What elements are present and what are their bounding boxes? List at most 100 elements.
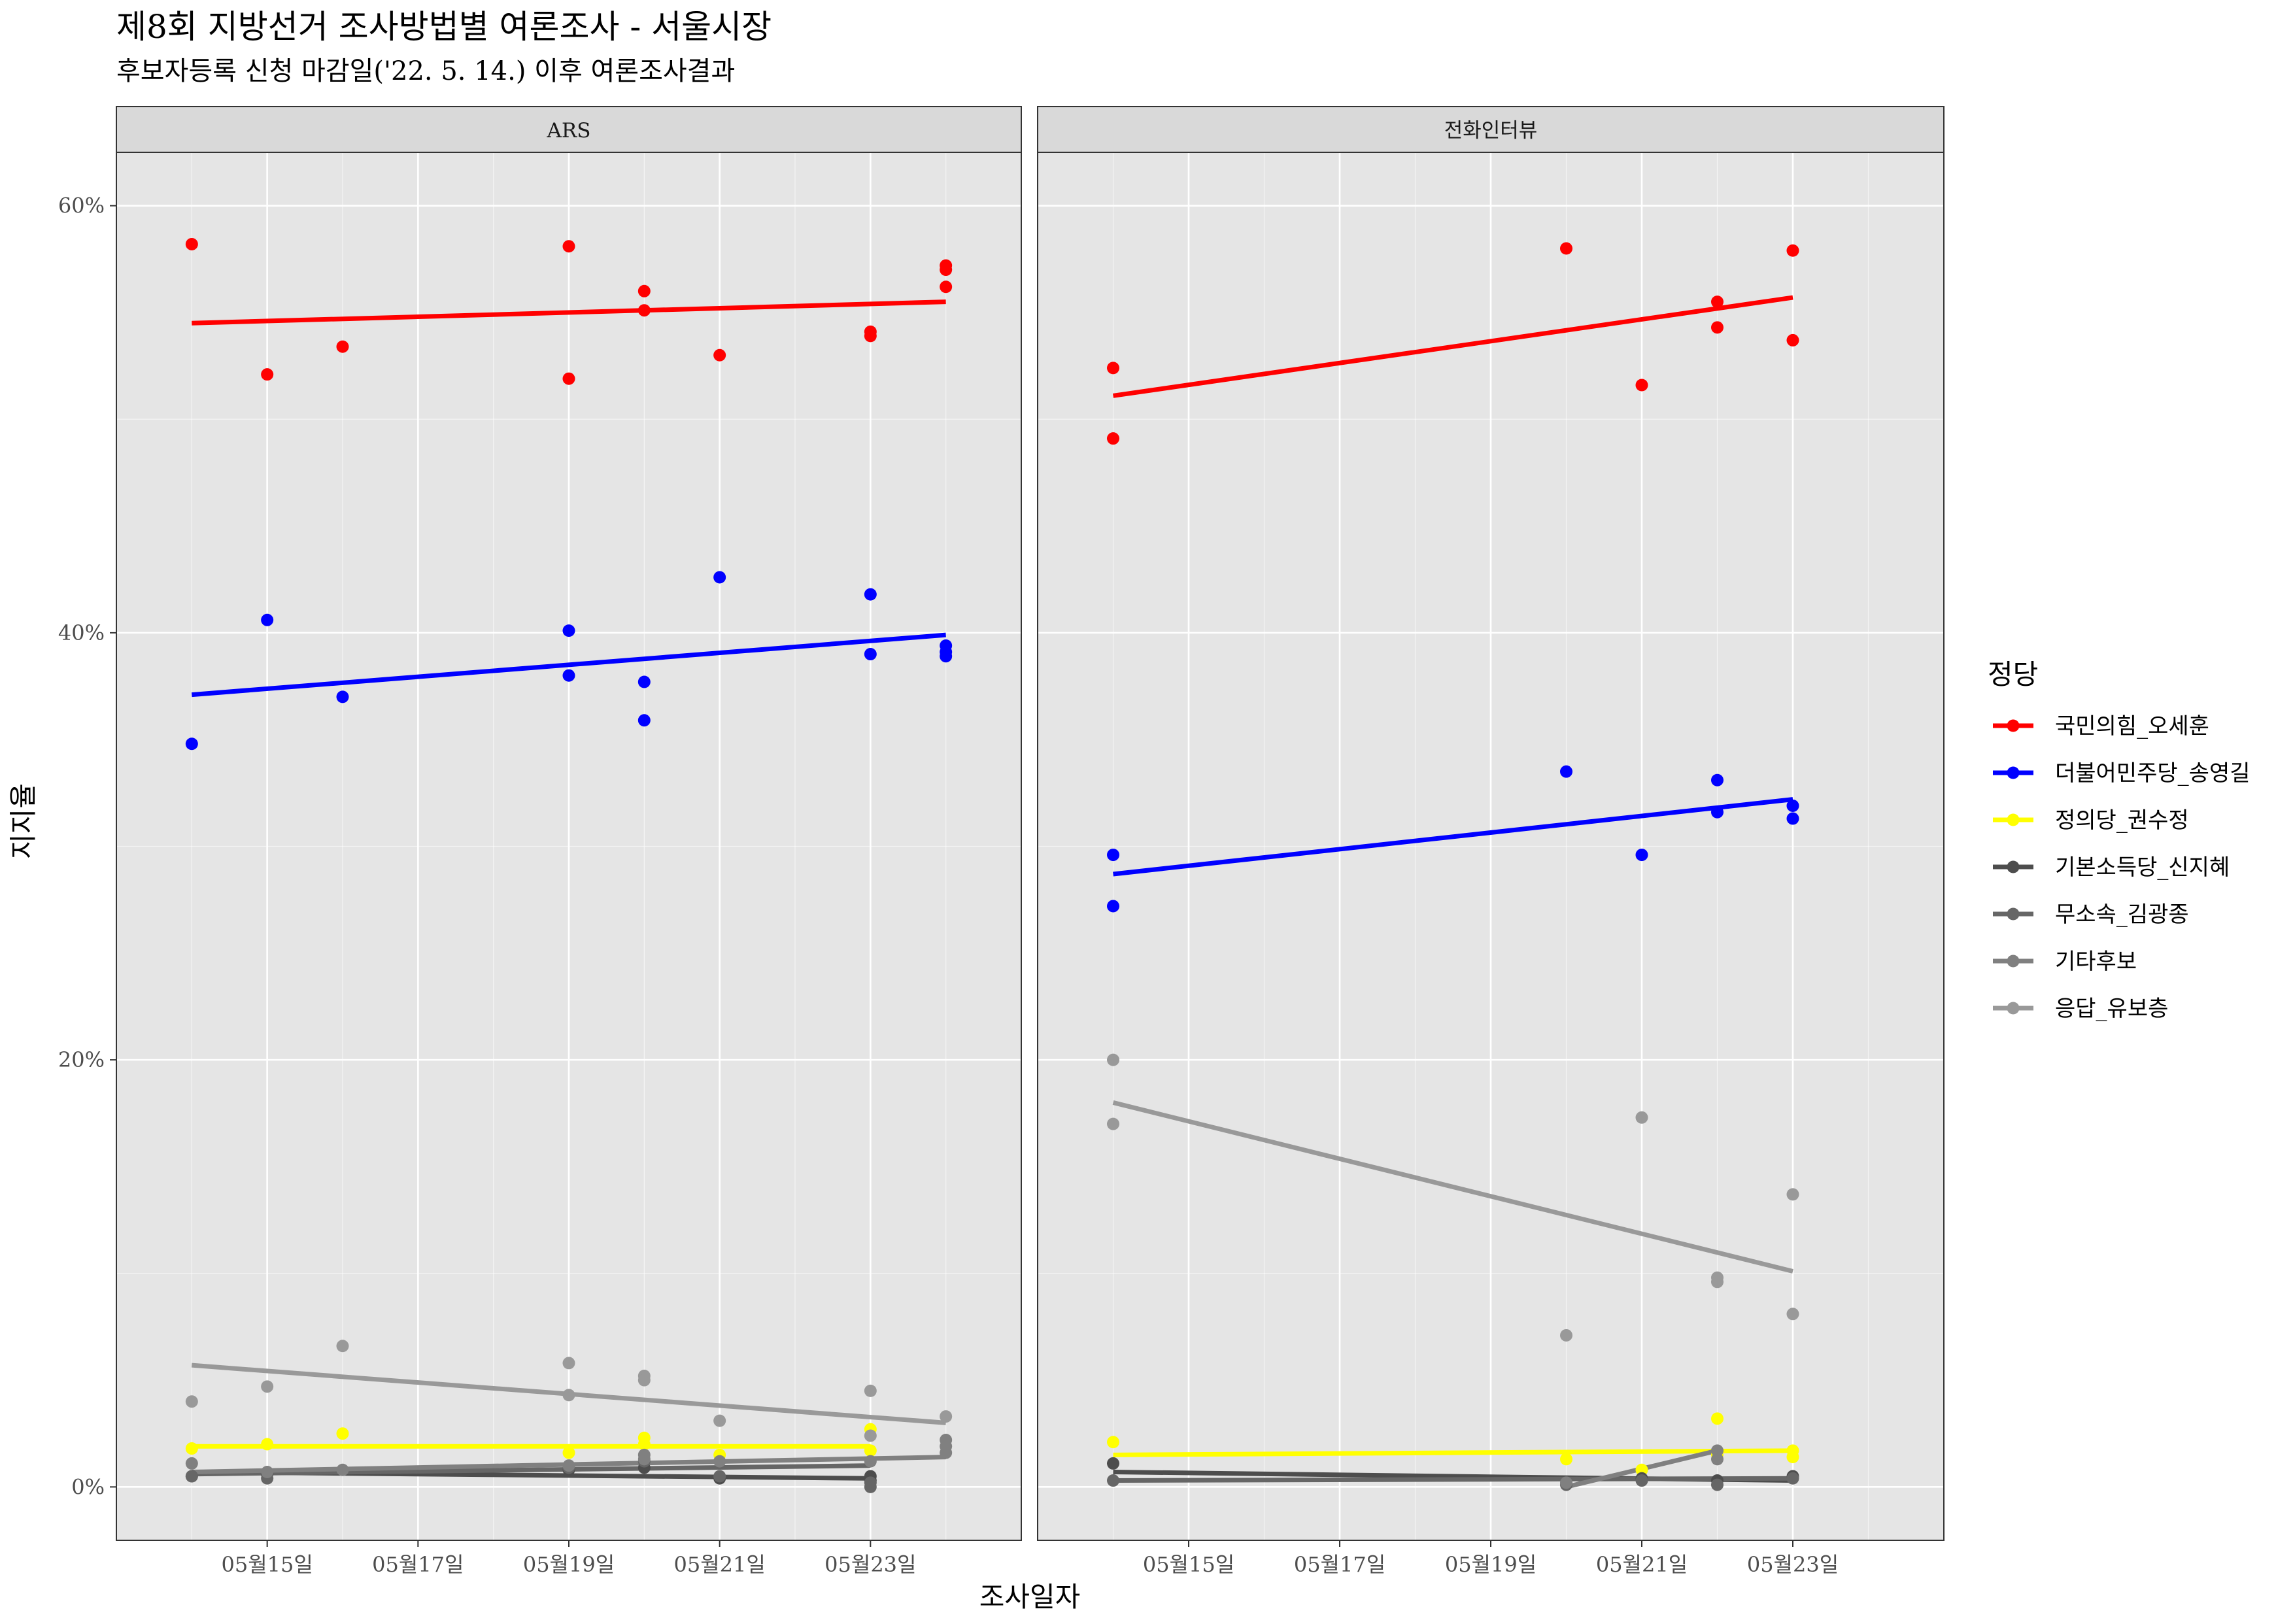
data-point bbox=[864, 1384, 877, 1397]
facet-strip-label: ARS bbox=[547, 119, 591, 143]
data-point bbox=[562, 1357, 575, 1370]
data-point bbox=[1786, 1188, 1799, 1201]
legend-label: 더불어민주당_송영길 bbox=[2055, 760, 2251, 787]
y-tick-label: 60% bbox=[58, 194, 105, 218]
data-point bbox=[1107, 1053, 1119, 1066]
data-point bbox=[1786, 1308, 1799, 1321]
data-point bbox=[185, 737, 198, 751]
data-point bbox=[185, 1442, 198, 1455]
data-point bbox=[261, 368, 274, 381]
x-tick-label: 05월17일 bbox=[372, 1552, 464, 1577]
trend-line bbox=[192, 1463, 871, 1477]
x-axis-title: 조사일자 bbox=[979, 1581, 1081, 1613]
data-point bbox=[1635, 379, 1648, 392]
data-point bbox=[713, 571, 726, 584]
data-point bbox=[1786, 244, 1799, 257]
legend-key-point bbox=[2007, 813, 2020, 826]
data-point bbox=[1560, 242, 1572, 255]
data-point bbox=[940, 650, 953, 663]
legend-label: 무소속_김광종 bbox=[2055, 902, 2189, 928]
data-point bbox=[637, 675, 651, 688]
data-point bbox=[185, 1457, 198, 1470]
data-point bbox=[713, 1470, 726, 1483]
legend-label: 응답_유보층 bbox=[2055, 996, 2168, 1022]
y-tick-label: 40% bbox=[58, 620, 105, 645]
data-point bbox=[637, 1374, 651, 1387]
x-tick-label: 05월19일 bbox=[1445, 1552, 1537, 1577]
data-point bbox=[1711, 1478, 1724, 1491]
data-point bbox=[1107, 1436, 1119, 1449]
data-point bbox=[864, 1480, 877, 1493]
legend-key-point bbox=[2007, 860, 2020, 873]
data-point bbox=[1786, 1451, 1799, 1464]
x-tick-label: 05월23일 bbox=[1747, 1552, 1839, 1577]
data-point bbox=[637, 714, 651, 727]
trend-line bbox=[192, 299, 946, 326]
x-tick-label: 05월15일 bbox=[222, 1552, 313, 1577]
data-point bbox=[336, 1427, 349, 1440]
data-point bbox=[864, 648, 877, 661]
x-tick-label: 05월21일 bbox=[674, 1552, 766, 1577]
y-tick-label: 0% bbox=[71, 1474, 105, 1499]
data-point bbox=[1107, 849, 1119, 862]
trend-line bbox=[1112, 295, 1793, 398]
data-point bbox=[1560, 1476, 1572, 1489]
legend-title: 정당 bbox=[1988, 658, 2038, 690]
chart-subtitle: 후보자등록 신청 마감일('22. 5. 14.) 이후 여론조사결과 bbox=[116, 56, 735, 86]
legend-label: 국민의힘_오세훈 bbox=[2055, 713, 2209, 739]
data-point bbox=[1560, 765, 1572, 778]
data-point bbox=[713, 1455, 726, 1468]
facet-strip bbox=[1037, 106, 1945, 153]
facet-panel-2: 전화인터뷰 bbox=[1037, 106, 1945, 1541]
legend-item: 국민의힘_오세훈 bbox=[1993, 713, 2209, 739]
facet-strip bbox=[116, 106, 1022, 153]
trend-line bbox=[1113, 797, 1793, 877]
x-tick-label: 05월17일 bbox=[1294, 1552, 1385, 1577]
data-point bbox=[1711, 296, 1724, 309]
legend-key-point bbox=[2007, 719, 2020, 732]
data-point bbox=[1711, 1276, 1724, 1289]
x-tick-label: 05월21일 bbox=[1596, 1552, 1688, 1577]
data-point bbox=[261, 1380, 274, 1393]
data-point bbox=[1711, 1444, 1724, 1457]
data-point bbox=[562, 1446, 575, 1459]
data-point bbox=[185, 237, 198, 250]
data-point bbox=[637, 1438, 651, 1451]
data-point bbox=[864, 1429, 877, 1442]
trend-line bbox=[192, 632, 946, 698]
data-point bbox=[940, 1410, 953, 1423]
data-point bbox=[1107, 900, 1119, 913]
legend-item: 기본소득당_신지혜 bbox=[1993, 854, 2230, 881]
legend: 정당국민의힘_오세훈더불어민주당_송영길정의당_권수정기본소득당_신지혜무소속_… bbox=[1988, 658, 2251, 1022]
data-point bbox=[1107, 1474, 1119, 1487]
data-point bbox=[1786, 333, 1799, 347]
data-point bbox=[562, 1389, 575, 1402]
data-point bbox=[1711, 1453, 1724, 1466]
chart-title: 제8회 지방선거 조사방법별 여론조사 - 서울시장 bbox=[116, 8, 772, 46]
data-point bbox=[864, 588, 877, 601]
data-point bbox=[261, 1465, 274, 1478]
legend-label: 정의당_권수정 bbox=[2055, 807, 2189, 834]
legend-item: 정의당_권수정 bbox=[1993, 807, 2189, 834]
data-point bbox=[562, 240, 575, 253]
x-axes: 05월15일 05월17일 05월19일 05월21일 05월23일 05월15일 05월1… bbox=[222, 1540, 1839, 1577]
legend-label: 기본소득당_신지혜 bbox=[2055, 854, 2230, 881]
legend-item: 더불어민주당_송영길 bbox=[1993, 760, 2251, 787]
y-axis: 0% 20% 40% 60% bbox=[58, 194, 116, 1499]
trend-line bbox=[1113, 1448, 1793, 1457]
data-point bbox=[1107, 1457, 1119, 1470]
data-point bbox=[713, 1414, 726, 1427]
data-point bbox=[185, 1470, 198, 1483]
data-point bbox=[1711, 321, 1724, 334]
data-point bbox=[1786, 799, 1799, 812]
y-tick-label: 20% bbox=[58, 1047, 105, 1072]
data-point bbox=[864, 1444, 877, 1457]
data-point bbox=[1711, 805, 1724, 819]
data-point bbox=[336, 1463, 349, 1476]
legend-item: 무소속_김광종 bbox=[1993, 902, 2189, 928]
trend-line bbox=[1113, 1476, 1793, 1483]
legend-key-point bbox=[2007, 907, 2020, 921]
data-point bbox=[940, 263, 953, 277]
data-point bbox=[1635, 1111, 1648, 1124]
